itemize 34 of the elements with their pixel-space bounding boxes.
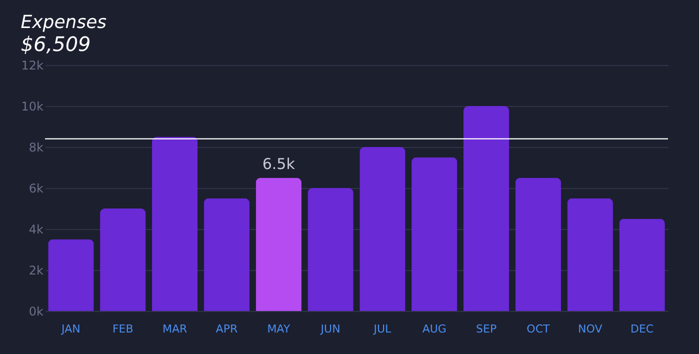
bar xyxy=(100,208,146,311)
x-tick-label: JUN xyxy=(320,322,340,336)
x-tick-label: MAY xyxy=(267,322,290,336)
y-tick-label: 10k xyxy=(21,100,44,114)
x-tick-label: OCT xyxy=(526,322,550,336)
bar xyxy=(360,147,406,311)
x-tick-label: JUL xyxy=(372,322,392,336)
y-tick-label: 8k xyxy=(28,140,44,154)
chart-title: Expenses xyxy=(20,12,107,33)
x-tick-label: AUG xyxy=(422,322,446,336)
bar xyxy=(256,178,302,311)
bar xyxy=(48,239,94,311)
bar xyxy=(619,218,665,311)
bar xyxy=(204,198,250,311)
y-tick-label: 0k xyxy=(28,304,44,318)
x-tick-label: FEB xyxy=(112,322,134,336)
bar xyxy=(308,188,354,311)
bar xyxy=(463,106,510,311)
bar xyxy=(412,157,458,311)
x-tick-label: JAN xyxy=(60,322,80,336)
x-tick-label: MAR xyxy=(162,322,188,336)
x-tick-label: DEC xyxy=(630,322,654,336)
chart-subtitle: $6,509 xyxy=(20,32,91,56)
y-tick-label: 4k xyxy=(28,222,44,236)
bar xyxy=(515,178,562,311)
bar xyxy=(567,198,613,311)
y-tick-label: 2k xyxy=(28,264,44,278)
y-tick-label: 6k xyxy=(28,182,44,196)
bar xyxy=(152,136,198,311)
x-tick-label: SEP xyxy=(476,322,497,336)
data-label: 6.5k xyxy=(262,154,296,173)
x-tick-label: NOV xyxy=(578,322,603,336)
x-tick-label: APR xyxy=(216,322,238,336)
y-tick-label: 12k xyxy=(21,58,44,72)
